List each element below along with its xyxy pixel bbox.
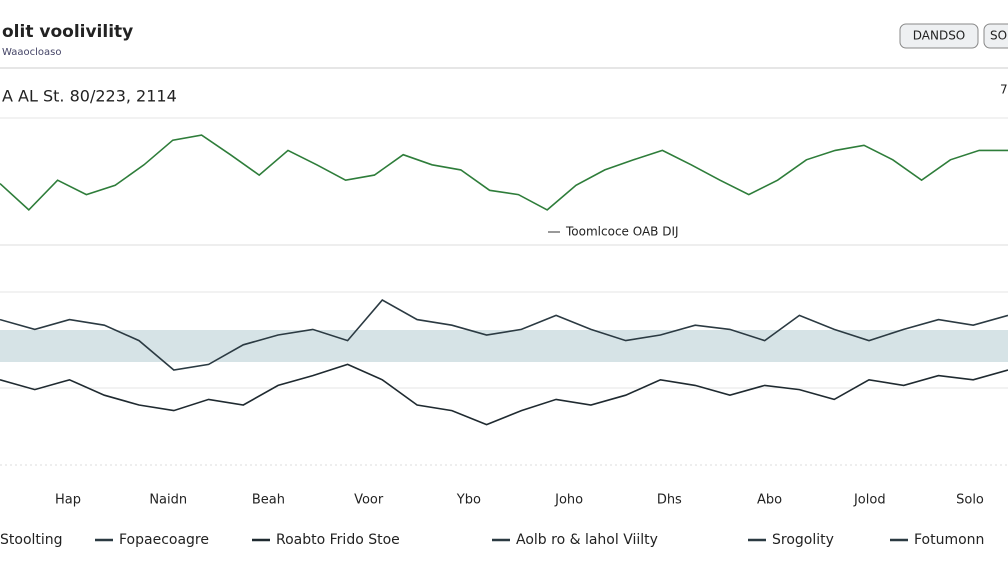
button-label[interactable]: DANDSO [913,29,966,43]
x-tick-label: Solo [956,493,984,508]
legend-label: Fopaecoagre [119,532,209,548]
line [0,134,1008,212]
x-tick-label: Dhs [657,493,682,508]
button[interactable] [983,23,1008,49]
line [0,298,1008,371]
x-tick-label: Voor [354,493,384,508]
info-text: A AL St. 80/223, 2114 [2,87,177,106]
x-tick-label: Ybo [456,493,481,508]
page-subtitle: Waaocloaso [2,47,61,58]
line [0,363,1008,426]
legend-label: Roabto Frido Stoe [276,532,400,548]
button[interactable] [899,23,979,49]
x-tick-label: Jolod [853,493,886,508]
x-tick-label: Beah [252,493,285,508]
page-title: olit voolivility [2,22,133,42]
x-tick-label: Naidn [149,493,187,508]
band [0,330,1008,362]
legend-label: Fotumonn [914,532,984,548]
info-corner: 7 [1000,83,1008,97]
x-tick-label: Hap [55,493,81,508]
annotation: Toomlcoce OAB DIJ [565,225,679,239]
legend-label: Stoolting [0,532,63,548]
x-tick-label: Abo [757,493,782,508]
legend-label: Aolb ro & lahol Viilty [516,532,658,548]
x-tick-label: Joho [554,493,583,508]
button-label[interactable]: SO [990,29,1007,43]
legend-label: Srogolity [772,532,834,548]
